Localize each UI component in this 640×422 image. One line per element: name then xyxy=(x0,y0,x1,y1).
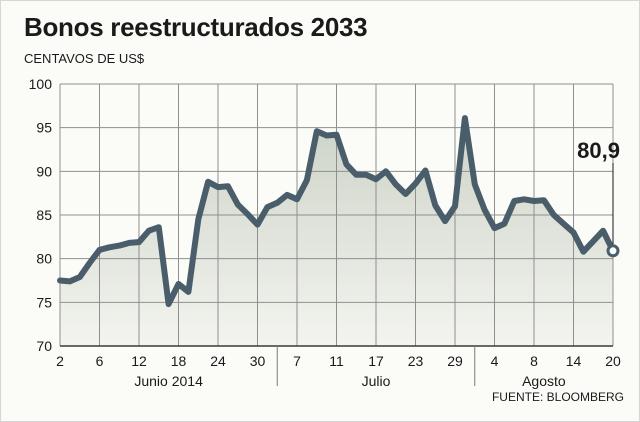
x-tick-label: 11 xyxy=(329,353,344,369)
chart-subtitle: CENTAVOS DE US$ xyxy=(24,51,145,66)
y-tick-label: 85 xyxy=(36,207,52,223)
x-tick-label: 29 xyxy=(447,353,463,369)
x-tick-label: 8 xyxy=(530,353,538,369)
x-tick-label: 7 xyxy=(293,353,301,369)
x-tick-label: 30 xyxy=(250,353,266,369)
x-tick-label: 20 xyxy=(605,353,621,369)
x-tick-label: 24 xyxy=(210,353,226,369)
chart-title: Bonos reestructurados 2033 xyxy=(24,12,368,42)
y-tick-label: 90 xyxy=(36,163,52,179)
month-label: Julio xyxy=(362,373,391,389)
y-tick-label: 100 xyxy=(29,76,53,92)
x-tick-label: 23 xyxy=(408,353,424,369)
y-tick-label: 95 xyxy=(36,120,52,136)
last-value-label: 80,9 xyxy=(577,138,620,163)
y-tick-label: 75 xyxy=(36,294,52,310)
x-tick-label: 18 xyxy=(171,353,187,369)
x-tick-label: 6 xyxy=(96,353,104,369)
y-tick-label: 70 xyxy=(36,338,52,354)
month-label: Agosto xyxy=(522,373,566,389)
x-tick-label: 17 xyxy=(368,353,384,369)
y-tick-label: 80 xyxy=(36,251,52,267)
last-point-marker xyxy=(606,244,620,258)
x-tick-label: 12 xyxy=(131,353,147,369)
x-tick-label: 2 xyxy=(56,353,64,369)
source-note: FUENTE: BLOOMBERG xyxy=(491,390,624,404)
series-line xyxy=(57,115,616,308)
month-label: Junio 2014 xyxy=(134,373,203,389)
x-tick-label: 14 xyxy=(566,353,582,369)
x-tick-label: 4 xyxy=(491,353,499,369)
